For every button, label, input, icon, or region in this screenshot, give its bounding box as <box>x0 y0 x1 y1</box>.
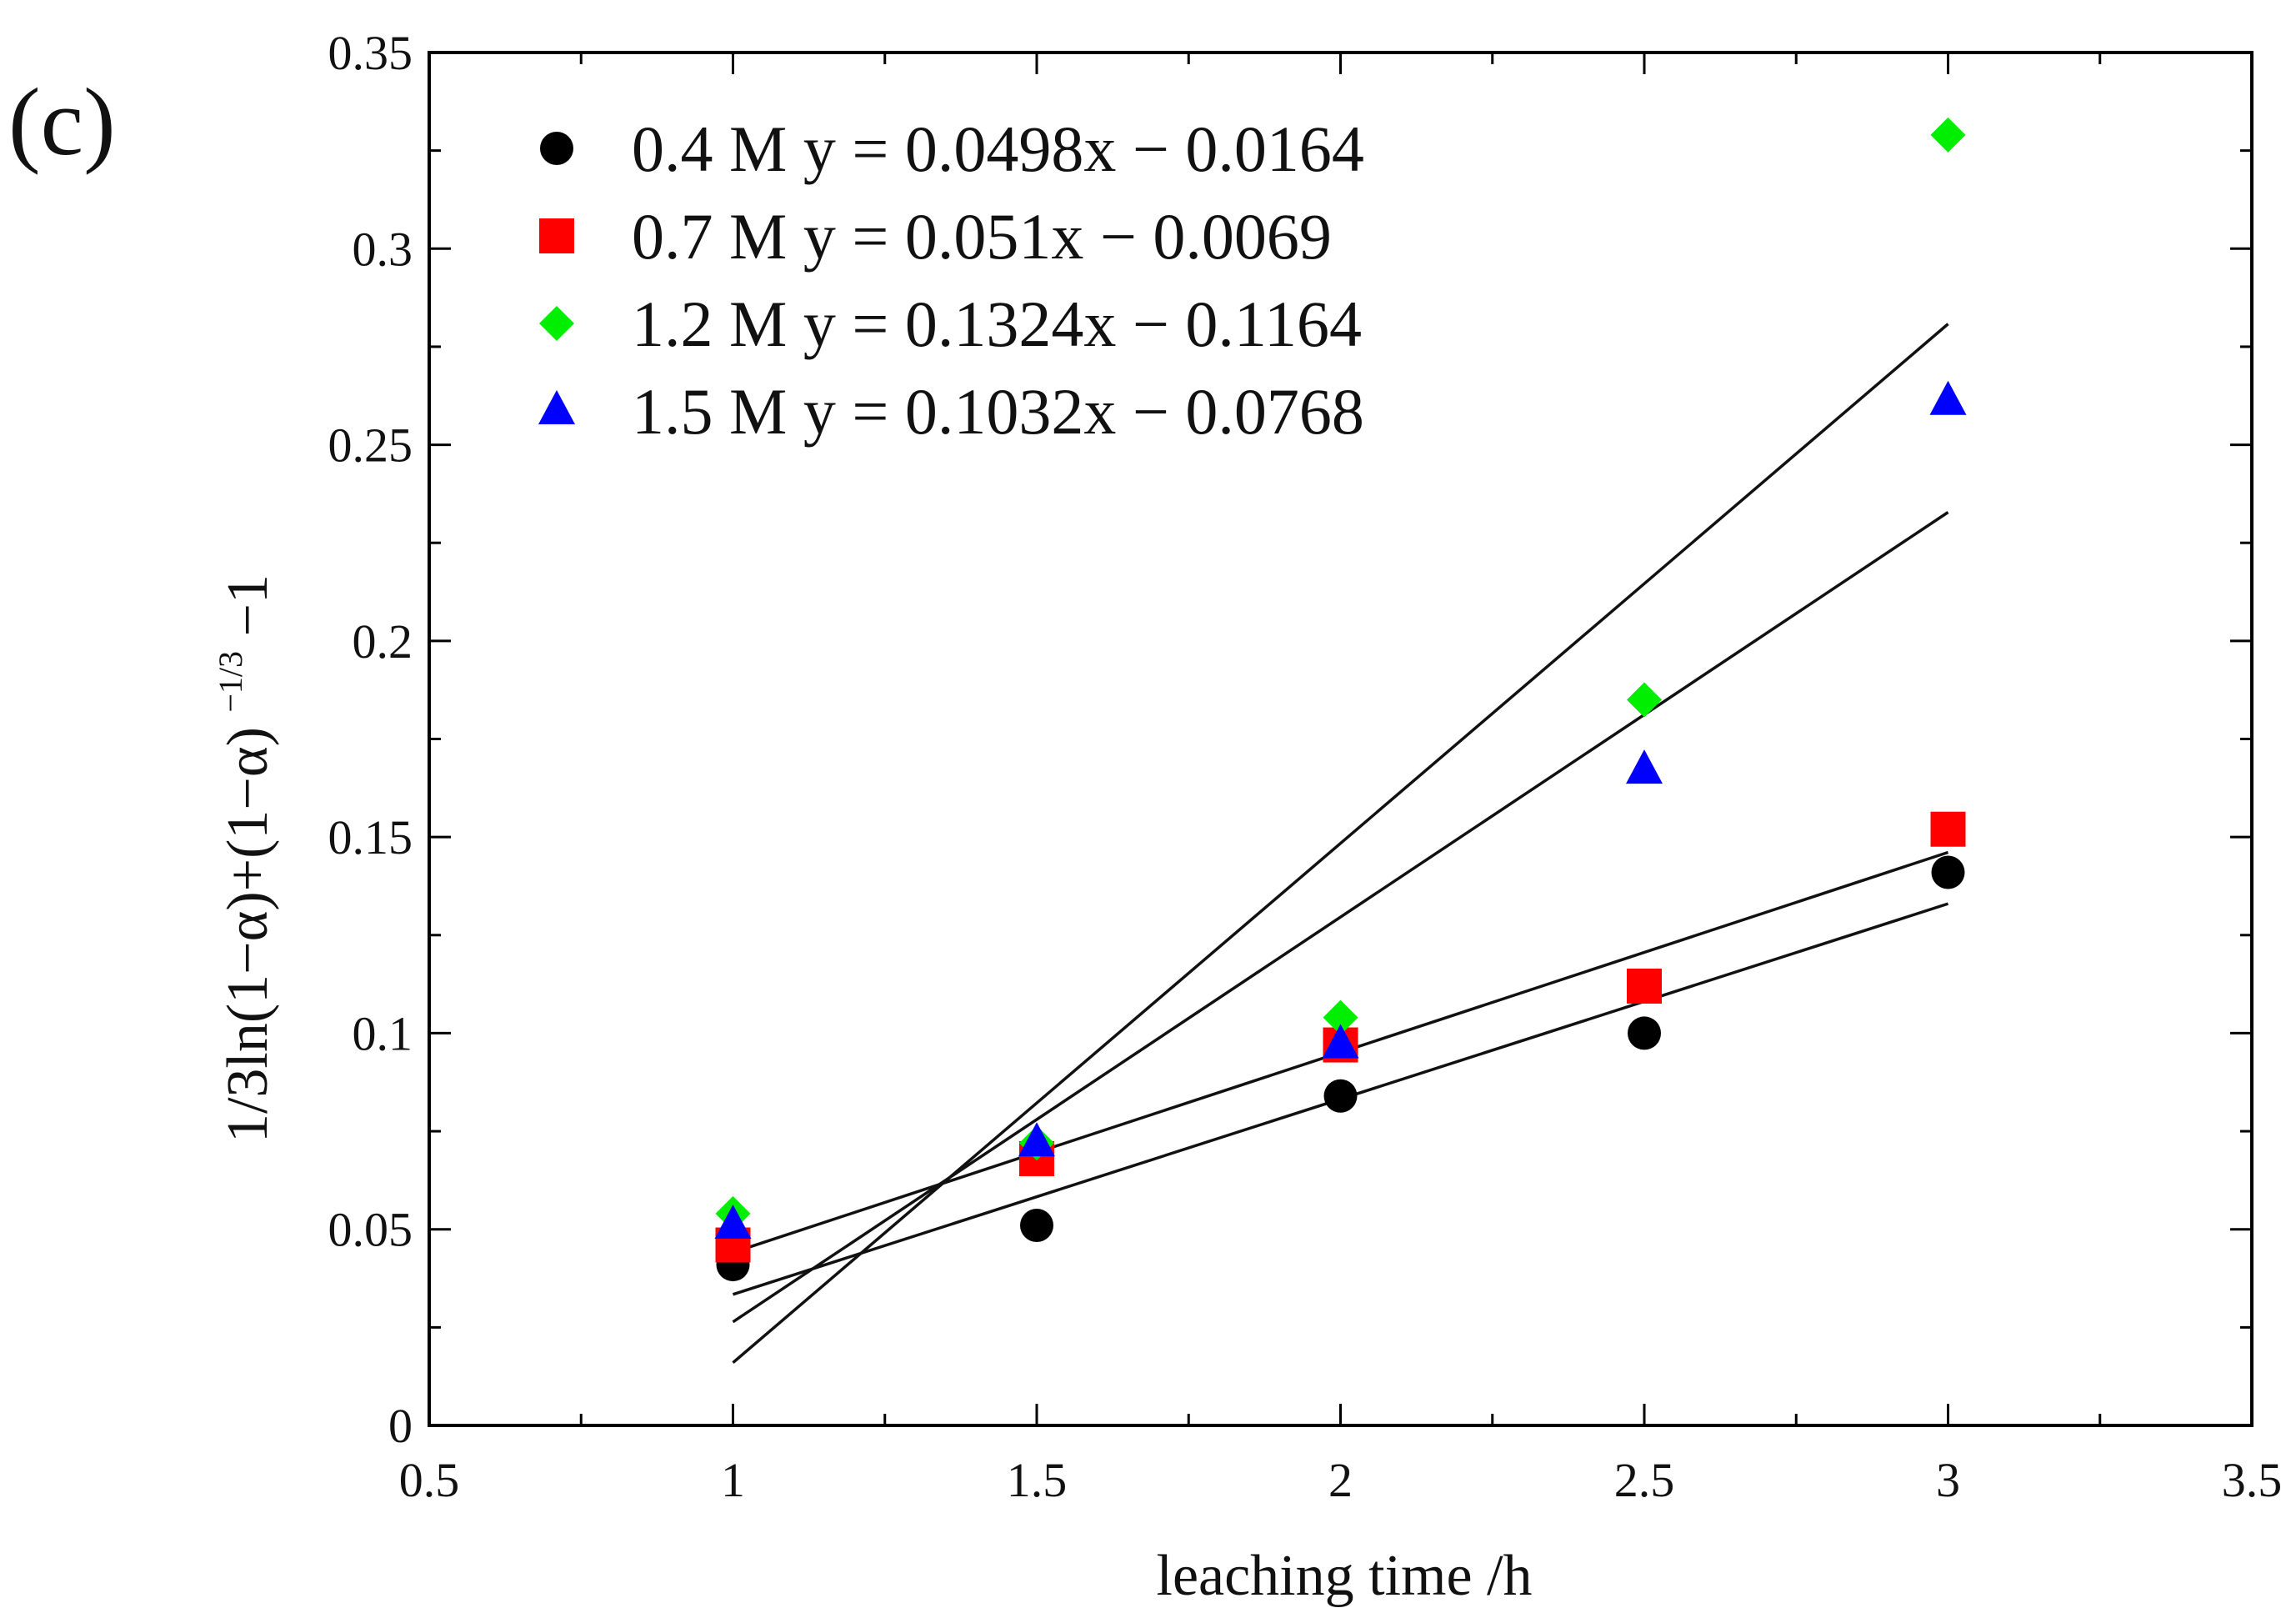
fit-lines <box>732 323 1949 1365</box>
plot-area-frame <box>428 51 2253 1427</box>
legend-marker-0_4-m <box>540 132 573 165</box>
data-point-1_5-m <box>1018 1122 1055 1157</box>
data-point-1_2-m <box>1627 682 1662 718</box>
data-point-1_5-m <box>1929 380 1967 415</box>
x-axis-title: leaching time /h <box>1157 1544 1533 1608</box>
data-markers <box>714 117 1967 1282</box>
data-point-0_4-m <box>1628 1016 1661 1050</box>
panel-label: (c) <box>8 69 116 176</box>
data-point-1_5-m <box>1322 1024 1359 1059</box>
legend-label-1_2-m: 1.2 M y = 0.1324x − 0.1164 <box>632 288 1362 360</box>
y-tick-label: 0 <box>388 1399 413 1453</box>
y-tick-label: 0.3 <box>353 222 413 276</box>
y-tick-labels: 0 0.05 0.1 0.15 0.2 0.25 0.3 0.35 <box>328 26 413 1453</box>
legend-marker-0_7-m <box>539 218 574 253</box>
data-point-0_4-m <box>1931 855 1965 889</box>
x-tick-label: 2.5 <box>1614 1453 1675 1507</box>
x-tick-label: 3.5 <box>2222 1453 2283 1507</box>
y-axis-title-base: 1/3ln(1−α)+(1−α) <box>216 727 280 1143</box>
x-tick-label: 0.5 <box>399 1453 460 1507</box>
y-tick-label: 0.05 <box>328 1203 413 1257</box>
data-point-1_2-m <box>1323 999 1358 1035</box>
y-axis-title-tail: −1 <box>216 574 280 636</box>
data-point-0_7-m <box>1627 968 1662 1004</box>
legend: 0.4 M y = 0.0498x − 0.0164 0.7 M y = 0.05… <box>538 113 1364 448</box>
y-axis-title-superscript: −1/3 <box>212 651 249 713</box>
y-tick-label: 0.2 <box>353 614 413 669</box>
x-tick-label: 1 <box>721 1453 745 1507</box>
y-tick-label: 0.1 <box>353 1006 413 1060</box>
data-point-1_2-m <box>1930 117 1966 153</box>
data-point-1_5-m <box>1626 749 1663 784</box>
data-point-0_4-m <box>1323 1079 1358 1113</box>
fit-line-1_2-m <box>732 323 1949 1365</box>
legend-label-1_5-m: 1.5 M y = 0.1032x − 0.0768 <box>632 375 1364 448</box>
y-tick-label: 0.25 <box>328 418 413 473</box>
data-point-1_5-m <box>714 1205 752 1240</box>
x-tick-label: 1.5 <box>1007 1453 1068 1507</box>
legend-label-0_4-m: 0.4 M y = 0.0498x − 0.0164 <box>632 113 1364 185</box>
legend-label-0_7-m: 0.7 M y = 0.051x − 0.0069 <box>632 200 1332 273</box>
y-tick-label: 0.35 <box>328 26 413 80</box>
x-tick-label: 3 <box>1936 1453 1960 1507</box>
legend-marker-1_2-m <box>539 306 574 341</box>
x-tick-labels: 0.5 1 1.5 2 2.5 3 3.5 <box>399 1453 2283 1507</box>
x-tick-label: 2 <box>1328 1453 1353 1507</box>
data-point-0_4-m <box>1020 1209 1053 1243</box>
data-point-0_7-m <box>1930 811 1966 847</box>
y-axis-title: 1/3ln(1−α)+(1−α) −1/3 −1 <box>191 574 280 1143</box>
y-tick-label: 0.15 <box>328 810 413 864</box>
fit-line-1_5-m <box>732 511 1949 1324</box>
legend-marker-1_5-m <box>538 390 575 424</box>
